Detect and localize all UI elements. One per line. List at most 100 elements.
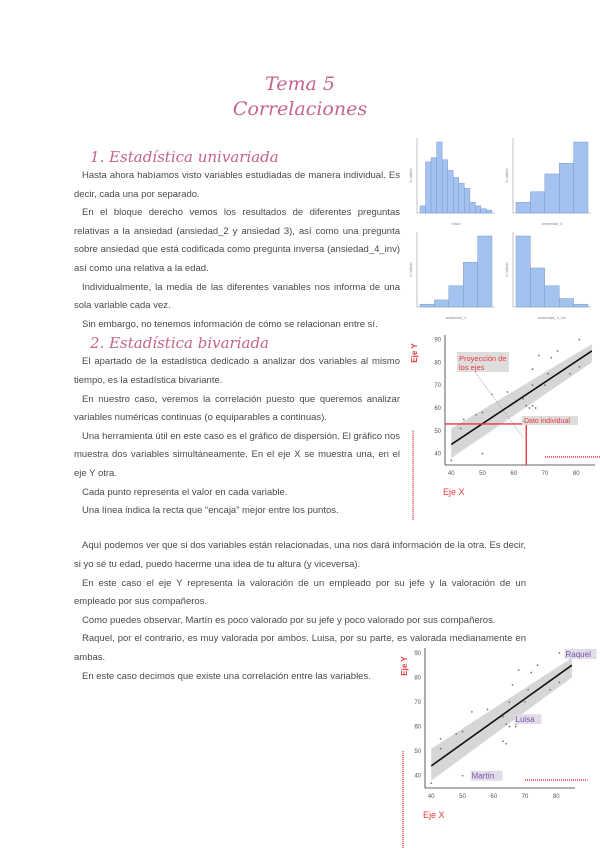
histogram-bar [463,262,478,308]
data-point [481,411,484,414]
data-point [530,671,533,674]
data-point [514,725,517,728]
histogram-bar [486,209,493,214]
section1: 1. Estadística univariada Hasta ahora ha… [74,148,400,334]
annotation-box [522,416,578,425]
histogram-bar [447,170,454,214]
histogram-bar [475,205,482,214]
name-label: Luisa [516,715,536,724]
paragraph: En el bloque derecho vemos los resultado… [74,207,400,274]
x-tick-label: 50 [459,794,466,800]
projection-pointer [474,371,524,438]
eje-x-label: Eje X [423,810,445,820]
data-point [550,356,553,359]
data-point [524,701,526,703]
data-point [455,733,458,735]
data-point [517,669,520,672]
data-point [578,366,581,368]
paragraph: En este caso decimos que existe una corr… [82,670,371,682]
x-tick-label: 60 [510,471,517,477]
data-point [461,774,464,777]
data-point [531,404,534,407]
histogram-xlabel: ansiedad_4_inv [538,315,566,320]
data-point [536,664,539,667]
histogram-bar [480,208,487,214]
histogram-ylabel: N válido [504,262,509,277]
paragraph: Una línea indica la recta que “encaja” m… [82,505,339,517]
data-point [481,452,484,455]
histogram-ylabel: N válido [504,168,509,183]
data-point [475,413,478,416]
histogram-bar [530,267,546,308]
data-point [537,354,540,357]
paragraph: Cada punto representa el valor en cada v… [82,486,288,498]
data-point [556,350,559,352]
histogram-bar [558,298,574,308]
data-point [544,384,546,387]
histogram-bar [458,182,465,214]
x-tick-label: 80 [573,471,580,477]
name-label: Martín [472,772,495,781]
paragraph: Sin embargo, no tenemos información de c… [82,318,378,330]
paragraph: Raquel, por el contrario, es muy valorad… [74,633,526,663]
eje-y-label: Eje Y [410,343,419,363]
paragraph: Hasta ahora habíamos visto variables est… [74,170,400,200]
data-point [430,782,433,784]
histogram-bar [477,235,493,308]
y-tick-label: 50 [434,429,441,435]
histogram-bar [544,173,560,214]
data-point [528,407,531,409]
histogram-bar [515,202,531,214]
page-title: Tema 5 [265,73,335,95]
histogram-ylabel: N válido [408,168,413,183]
x-tick-label: 50 [479,471,486,477]
histogram-bar [573,141,589,214]
histogram-bar [453,177,459,214]
data-point [461,730,464,733]
data-point [527,688,530,691]
data-point [511,683,514,686]
y-tick-label: 90 [414,651,421,657]
name-label-box [564,648,597,659]
histogram-bar [448,285,464,308]
data-point [547,372,550,375]
x-tick-label: 40 [448,471,455,477]
x-tick-label: 40 [428,794,435,800]
paragraph: Una herramienta útil en este caso es el … [74,430,400,479]
histogram-ylabel: N válido [408,262,413,277]
y-tick-label: 70 [414,700,421,706]
data-point [558,652,561,654]
data-point [569,372,571,375]
histogram-xlabel: ansiedad_2 [446,315,467,320]
data-point [525,404,528,407]
data-point [439,747,442,750]
data-point [508,725,511,728]
eje-x-label: Eje X [443,487,465,497]
histogram-bar [436,141,443,214]
data-point [462,418,465,421]
name-label: Raquel [566,650,592,659]
individual-data-annotation: Dato individual [524,418,570,425]
regression-line [430,664,573,767]
data-point [549,688,551,691]
x-tick-label: 80 [553,794,560,800]
data-point [506,391,509,393]
paragraph: El apartado de la estadística dedicado a… [74,356,400,386]
y-tick-label: 70 [434,383,441,389]
text-column: 1. Estadística univariada Hasta ahora ha… [74,148,526,686]
confidence-band [431,657,572,781]
histogram-figure: edad N válido ansiedad_3 N válido ansiedad_2… [408,138,591,320]
paragraph: Aquí podemos ver que si dos variables es… [74,540,526,570]
histogram-bar [530,191,546,214]
scatter-figure-2: 40 50 60 70 80 40 50 60 70 80 90 Eje Y Eje X Raquel Lu… [400,648,597,848]
y-tick-label: 40 [414,774,421,780]
histogram-bar [419,205,426,214]
data-point [531,368,534,371]
confidence-band [451,344,592,459]
name-label-box [514,714,542,725]
histogram-bar [425,161,432,214]
data-point [502,715,505,718]
histogram-bar [464,187,471,214]
data-point [459,427,462,430]
